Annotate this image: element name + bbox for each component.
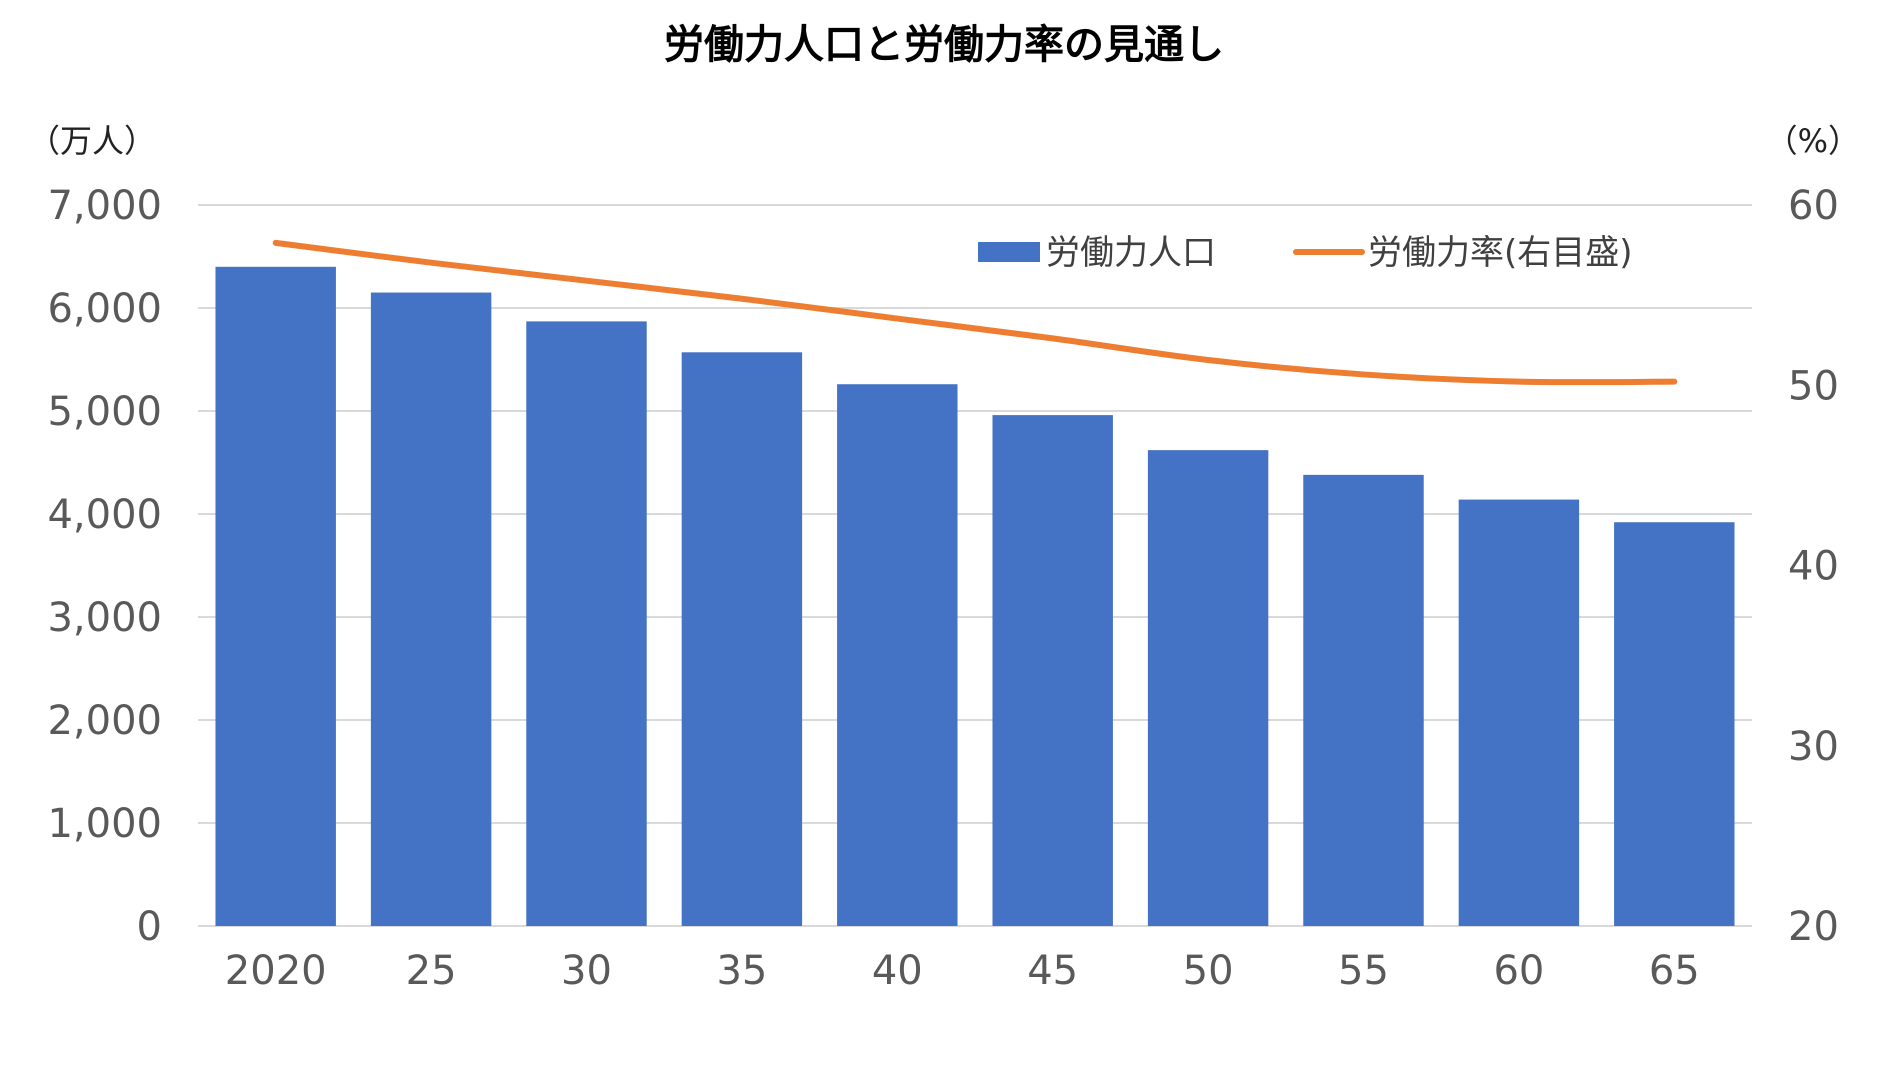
- right-axis: 20 30 40 50 60: [1788, 183, 1839, 950]
- bar: [1147, 450, 1269, 926]
- x-tick-label: 40: [872, 948, 923, 994]
- left-tick-label: 7,000: [47, 183, 162, 229]
- left-axis-unit: （万人）: [28, 122, 156, 160]
- bar: [526, 321, 647, 926]
- right-tick-label: 30: [1788, 724, 1839, 770]
- x-tick-label: 35: [716, 948, 767, 994]
- bar: [1458, 499, 1580, 926]
- right-tick-label: 40: [1788, 544, 1839, 590]
- chart-title: 労働力人口と労働力率の見通し: [664, 22, 1224, 68]
- bar: [370, 292, 492, 926]
- right-tick-label: 20: [1788, 904, 1839, 950]
- legend-swatch-bar: [978, 242, 1040, 262]
- bar: [1303, 474, 1424, 926]
- left-tick-label: 3,000: [47, 595, 162, 641]
- legend: 労働力人口 労働力率(右目盛): [978, 233, 1633, 273]
- x-tick-label: 55: [1338, 948, 1389, 994]
- bar: [1614, 522, 1735, 926]
- legend-label-line: 労働力率(右目盛): [1368, 233, 1633, 273]
- left-tick-label: 5,000: [47, 389, 162, 435]
- x-tick-label: 65: [1649, 948, 1700, 994]
- x-axis: 2020 25 30 35 40 45 50 55 60 65: [225, 948, 1700, 994]
- left-tick-label: 4,000: [47, 492, 162, 538]
- left-tick-label: 2,000: [47, 698, 162, 744]
- x-tick-label: 25: [406, 948, 457, 994]
- bar: [837, 384, 958, 927]
- right-axis-unit: （%）: [1766, 122, 1860, 160]
- x-tick-label: 45: [1027, 948, 1078, 994]
- x-tick-label: 60: [1493, 948, 1544, 994]
- bar-series: [215, 266, 1735, 927]
- bar: [681, 352, 803, 926]
- left-axis: 0 1,000 2,000 3,000 4,000 5,000 6,000 7,000: [47, 183, 162, 950]
- line-series: [272, 239, 1678, 386]
- legend-label-bar: 労働力人口: [1046, 233, 1216, 273]
- right-tick-label: 50: [1788, 363, 1839, 409]
- rate-line: [272, 239, 1678, 386]
- right-tick-label: 60: [1788, 183, 1839, 229]
- left-tick-label: 1,000: [47, 801, 162, 847]
- bar: [992, 415, 1113, 926]
- x-tick-label: 30: [561, 948, 612, 994]
- x-tick-label: 2020: [225, 948, 327, 994]
- bar: [215, 266, 336, 926]
- left-tick-label: 0: [137, 904, 162, 950]
- x-tick-label: 50: [1183, 948, 1234, 994]
- left-tick-label: 6,000: [47, 286, 162, 332]
